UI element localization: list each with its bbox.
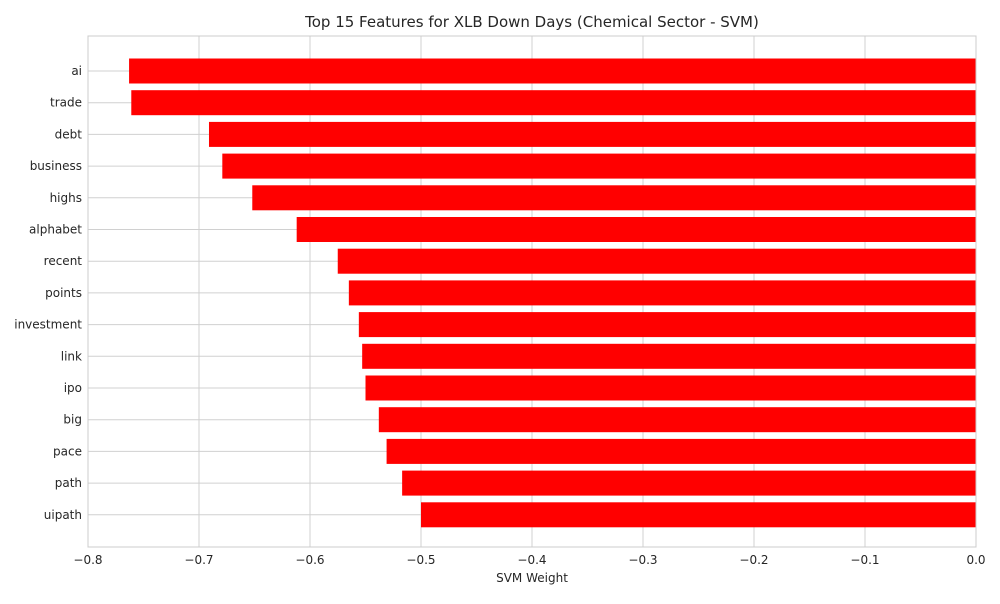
- bar-ai: [129, 58, 976, 84]
- bar-trade: [131, 90, 977, 116]
- y-tick-label: big: [63, 413, 82, 427]
- x-tick-labels: −0.8 −0.7 −0.6 −0.5 −0.4 −0.3 −0.2 −0.1 0.0: [73, 553, 985, 567]
- bar-ipo: [365, 375, 976, 401]
- bar-alphabet: [296, 217, 976, 242]
- y-tick-label: pace: [53, 444, 82, 458]
- x-tick-label: −0.6: [295, 553, 324, 567]
- bar-path: [402, 470, 976, 496]
- x-tick-label: −0.1: [850, 553, 879, 567]
- x-tick-label: −0.3: [628, 553, 657, 567]
- bar-debt: [208, 121, 977, 147]
- y-tick-label: ai: [71, 64, 82, 78]
- bar-link: [362, 343, 976, 369]
- plot-frame: [87, 35, 977, 548]
- y-tick-label: alphabet: [29, 223, 82, 237]
- x-tick-label: −0.8: [73, 553, 102, 567]
- y-tick-label: recent: [44, 254, 83, 268]
- x-tick-label: 0.0: [966, 553, 985, 567]
- y-tick-label: trade: [50, 96, 82, 110]
- bar-highs: [252, 185, 976, 211]
- y-tick-label: link: [61, 349, 82, 363]
- chart-title: Top 15 Features for XLB Down Days (Chemi…: [304, 13, 759, 31]
- y-tick-label: uipath: [44, 508, 82, 522]
- y-tick-label: investment: [14, 318, 82, 332]
- plot-border: [87, 35, 977, 548]
- bar-pace: [386, 438, 977, 464]
- bar-uipath: [421, 502, 976, 528]
- y-tick-labels: ai trade debt business highs alphabet recent po…: [14, 64, 82, 522]
- bar-business: [222, 153, 976, 179]
- y-tick-label: debt: [55, 127, 83, 141]
- y-tick-label: ipo: [64, 381, 82, 395]
- x-tick-label: −0.7: [184, 553, 213, 567]
- y-tick-label: business: [30, 159, 82, 173]
- y-tick-label: highs: [50, 191, 82, 205]
- x-tick-label: −0.4: [517, 553, 546, 567]
- y-tick-label: path: [55, 476, 82, 490]
- bars: [129, 58, 977, 528]
- x-axis-label: SVM Weight: [496, 571, 568, 585]
- bar-investment: [358, 312, 977, 338]
- x-tick-label: −0.5: [406, 553, 435, 567]
- bar-recent: [337, 248, 976, 274]
- y-tick-label: points: [45, 286, 82, 300]
- bar-big: [378, 407, 976, 433]
- x-tick-label: −0.2: [739, 553, 768, 567]
- bar-points: [348, 280, 977, 306]
